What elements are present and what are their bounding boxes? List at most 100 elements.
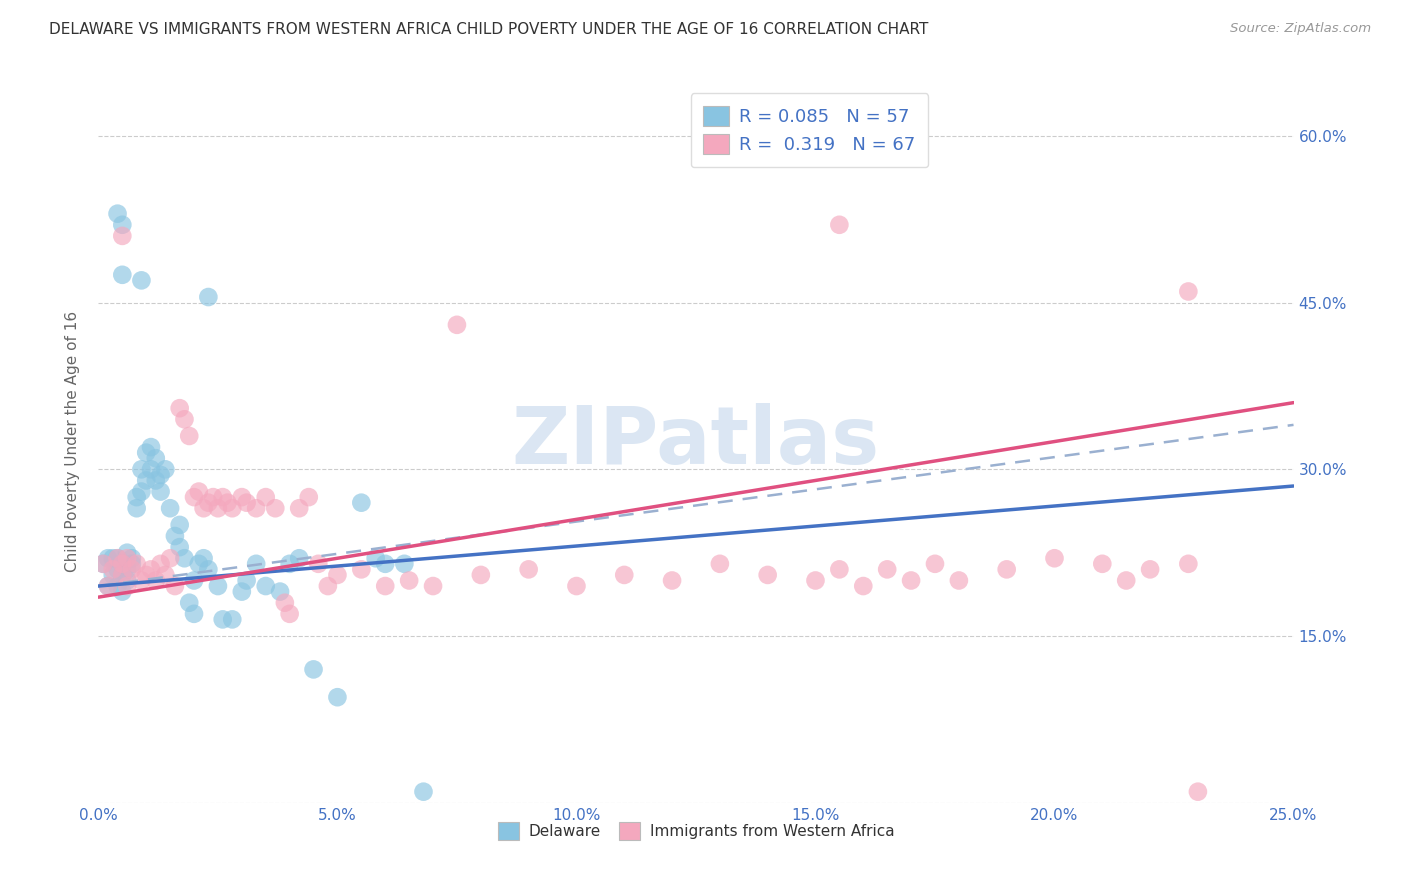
Point xyxy=(111,268,134,282)
Point xyxy=(159,501,181,516)
Point xyxy=(107,207,129,221)
Point xyxy=(394,557,416,571)
Point xyxy=(101,551,124,566)
Point xyxy=(145,474,167,488)
Point xyxy=(852,579,875,593)
Point xyxy=(709,557,731,571)
Point xyxy=(107,579,129,593)
Point xyxy=(169,517,191,532)
Point xyxy=(97,579,120,593)
Point xyxy=(197,496,219,510)
Point xyxy=(145,574,167,588)
Point xyxy=(412,785,434,799)
Point xyxy=(202,490,225,504)
Point xyxy=(245,501,267,516)
Point xyxy=(121,562,143,576)
Point xyxy=(115,579,138,593)
Point xyxy=(661,574,683,588)
Point xyxy=(139,440,162,454)
Point xyxy=(804,574,827,588)
Point xyxy=(274,596,297,610)
Point xyxy=(1091,557,1114,571)
Point xyxy=(948,574,970,588)
Point xyxy=(179,596,201,610)
Point xyxy=(231,490,253,504)
Point xyxy=(197,562,219,576)
Point xyxy=(101,562,124,576)
Point xyxy=(364,551,387,566)
Point xyxy=(107,551,129,566)
Point xyxy=(350,562,373,576)
Point xyxy=(111,557,134,571)
Point xyxy=(235,496,257,510)
Point xyxy=(97,551,120,566)
Point xyxy=(115,574,138,588)
Point xyxy=(828,562,851,576)
Point xyxy=(288,501,311,516)
Point xyxy=(169,540,191,554)
Point xyxy=(131,462,153,476)
Text: Source: ZipAtlas.com: Source: ZipAtlas.com xyxy=(1230,22,1371,36)
Point xyxy=(107,551,129,566)
Point xyxy=(517,562,540,576)
Point xyxy=(278,557,301,571)
Point xyxy=(374,557,396,571)
Point xyxy=(446,318,468,332)
Point xyxy=(995,562,1018,576)
Point xyxy=(183,574,205,588)
Point xyxy=(163,529,186,543)
Point xyxy=(187,557,209,571)
Point xyxy=(179,429,201,443)
Point xyxy=(125,557,148,571)
Point xyxy=(302,662,325,676)
Point xyxy=(131,484,153,499)
Point xyxy=(876,562,898,576)
Point xyxy=(169,401,191,416)
Text: ZIPatlas: ZIPatlas xyxy=(512,402,880,481)
Point xyxy=(1187,785,1209,799)
Point xyxy=(155,462,177,476)
Point xyxy=(269,584,291,599)
Point xyxy=(350,496,373,510)
Point xyxy=(91,557,114,571)
Text: DELAWARE VS IMMIGRANTS FROM WESTERN AFRICA CHILD POVERTY UNDER THE AGE OF 16 COR: DELAWARE VS IMMIGRANTS FROM WESTERN AFRI… xyxy=(49,22,928,37)
Point xyxy=(115,562,138,576)
Point xyxy=(107,562,129,576)
Point xyxy=(1177,557,1199,571)
Point xyxy=(231,584,253,599)
Point xyxy=(211,612,233,626)
Point xyxy=(254,490,277,504)
Point xyxy=(111,218,134,232)
Point xyxy=(307,557,329,571)
Point xyxy=(211,490,233,504)
Point xyxy=(97,579,120,593)
Point xyxy=(149,557,172,571)
Point xyxy=(121,557,143,571)
Point xyxy=(115,546,138,560)
Point xyxy=(1139,562,1161,576)
Point xyxy=(111,584,134,599)
Point xyxy=(470,568,492,582)
Point xyxy=(422,579,444,593)
Point xyxy=(924,557,946,571)
Point xyxy=(125,490,148,504)
Point xyxy=(298,490,321,504)
Point xyxy=(828,218,851,232)
Point xyxy=(756,568,779,582)
Y-axis label: Child Poverty Under the Age of 16: Child Poverty Under the Age of 16 xyxy=(65,311,80,572)
Point xyxy=(183,490,205,504)
Point xyxy=(183,607,205,621)
Point xyxy=(173,412,195,426)
Point xyxy=(131,273,153,287)
Point xyxy=(1177,285,1199,299)
Point xyxy=(326,690,349,705)
Point xyxy=(217,496,239,510)
Point xyxy=(173,551,195,566)
Point xyxy=(115,551,138,566)
Point xyxy=(111,568,134,582)
Point xyxy=(326,568,349,582)
Point xyxy=(149,467,172,482)
Point xyxy=(187,484,209,499)
Point xyxy=(235,574,257,588)
Point xyxy=(111,568,134,582)
